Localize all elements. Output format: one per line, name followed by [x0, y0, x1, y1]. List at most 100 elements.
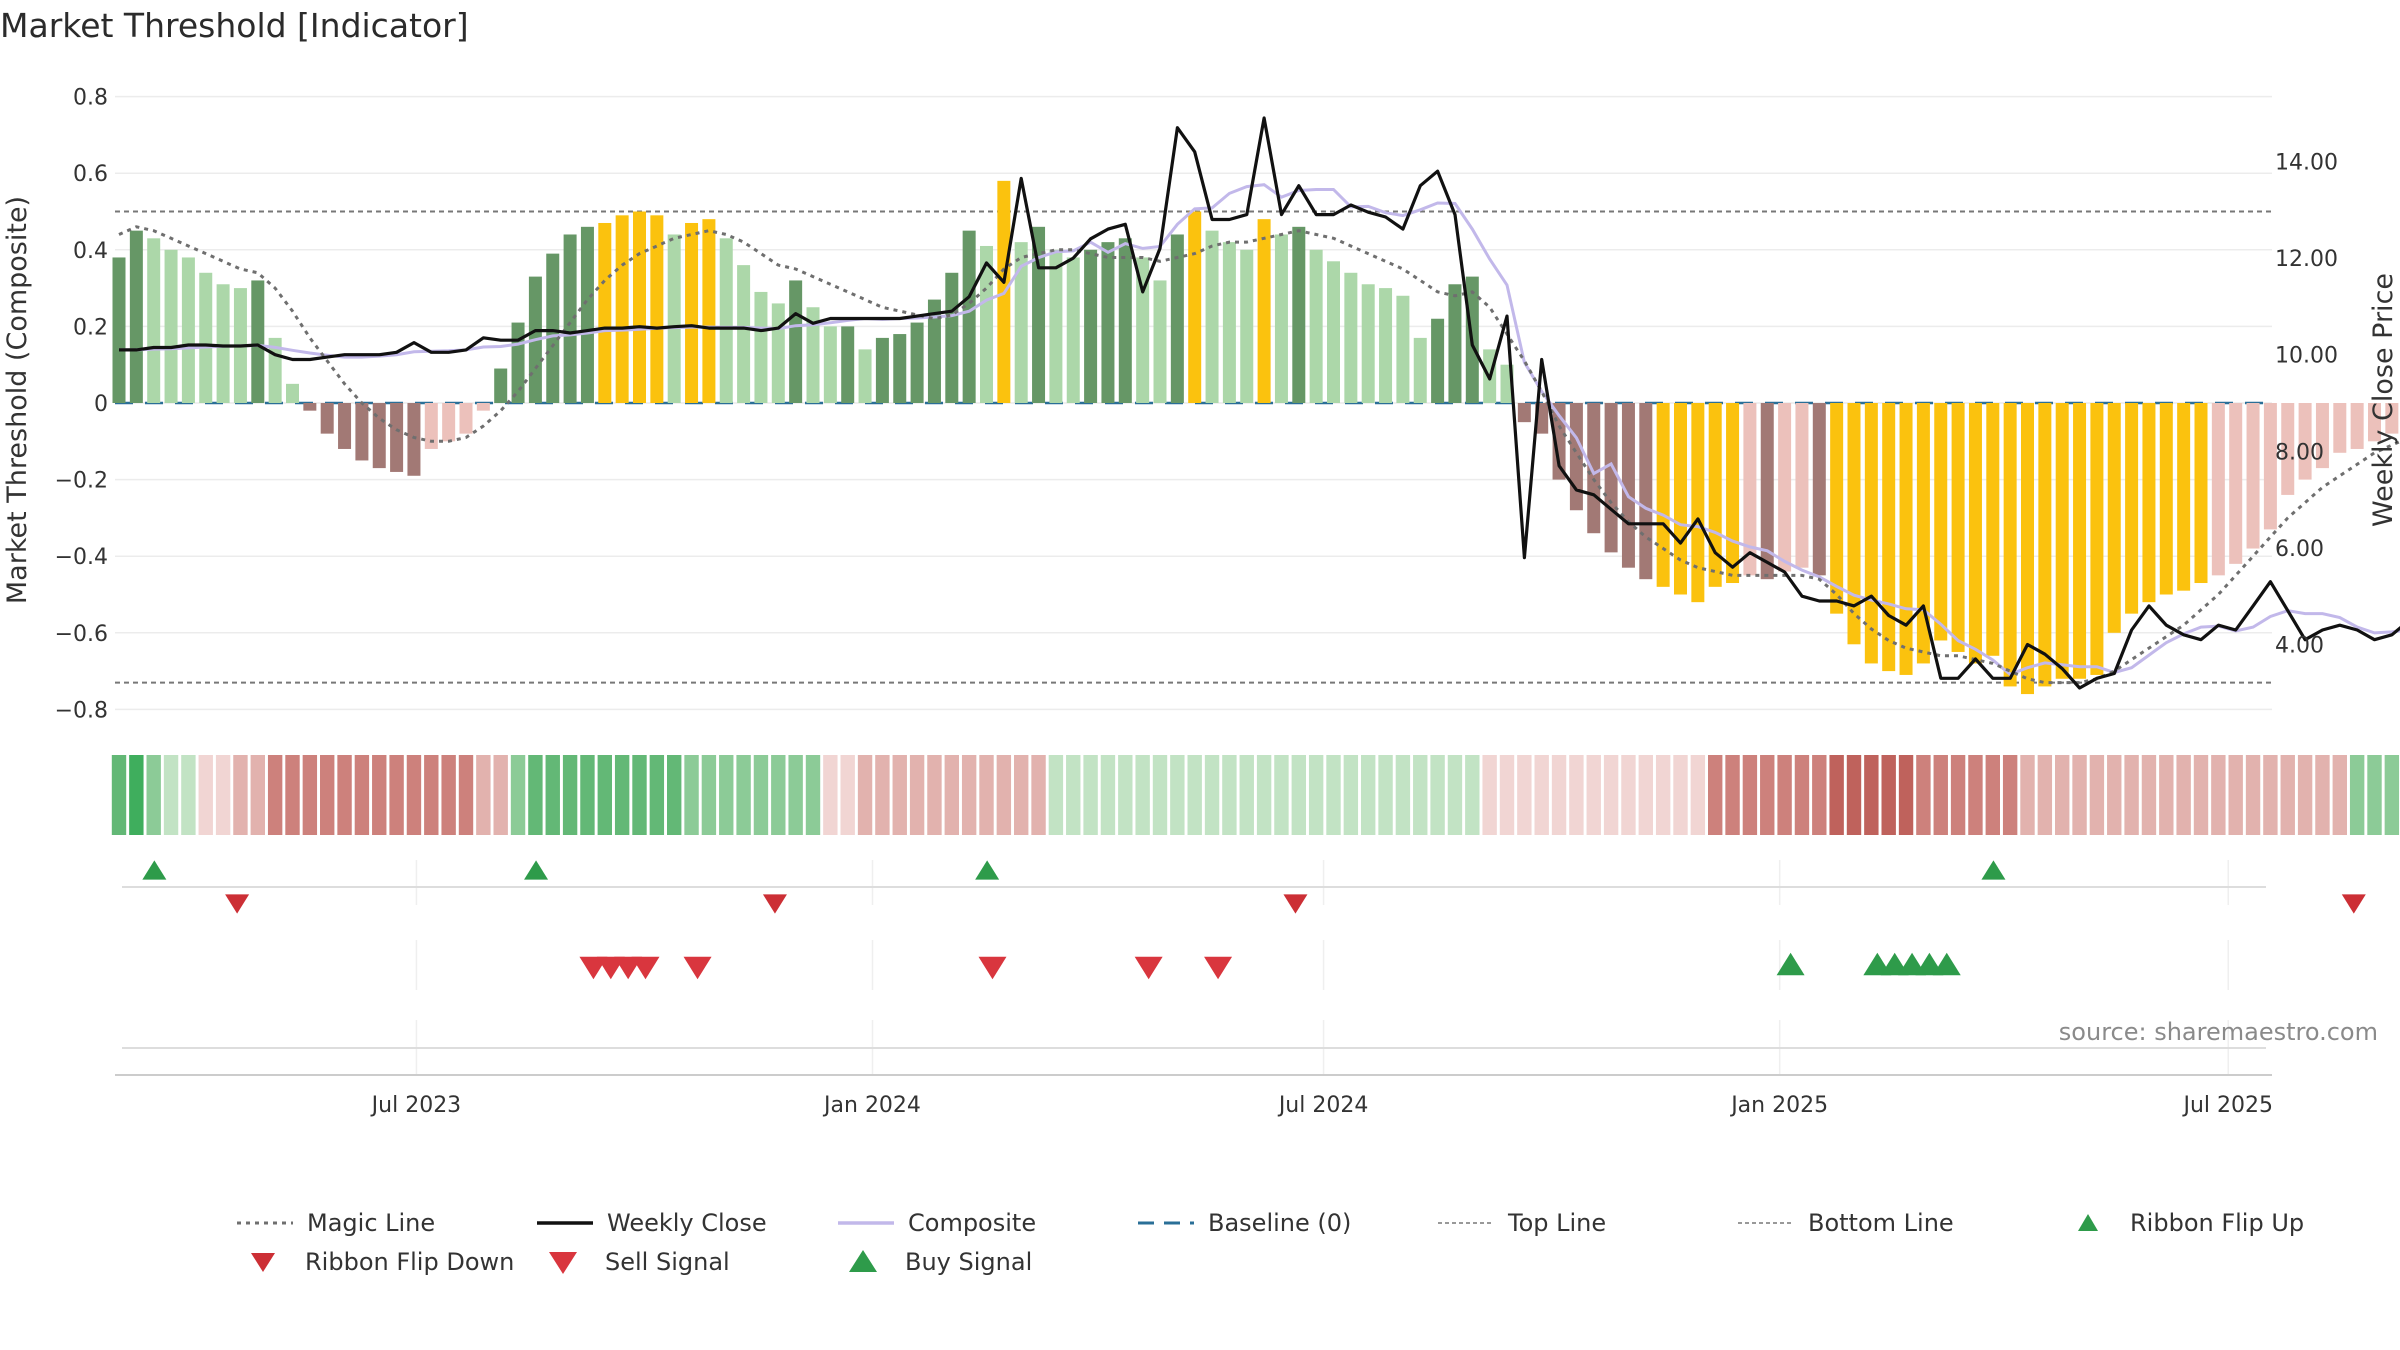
ribbon-cell [2037, 755, 2053, 835]
composite-bar [407, 403, 421, 476]
ribbon-cell [788, 755, 803, 835]
composite-bar [667, 234, 681, 403]
ribbon-cell [1534, 755, 1549, 835]
ribbon-cell [510, 755, 526, 835]
ribbon-cell [2332, 755, 2347, 835]
ribbon-cell [1742, 755, 1758, 835]
ribbon-cell [857, 755, 873, 835]
sell-signal-marker [978, 956, 1007, 980]
composite-bar [1778, 403, 1792, 572]
ribbon-cell [823, 755, 838, 835]
ribbon-cell [1187, 755, 1202, 835]
ribbon-cell [2280, 755, 2295, 835]
composite-bar [1084, 249, 1098, 403]
ribbon-cell [1569, 755, 1584, 835]
composite-bar [1344, 272, 1358, 403]
composite-bar [459, 403, 473, 434]
ribbon-cell [406, 755, 422, 835]
composite-bar [1795, 403, 1809, 568]
legend-label: Top Line [1507, 1209, 1606, 1237]
y2-tick-label: 10.00 [2275, 344, 2338, 369]
ribbon-cell [1933, 755, 1948, 835]
ribbon-cell [1777, 755, 1792, 835]
composite-bar [1986, 403, 2000, 656]
ribbon-cell [1222, 755, 1237, 835]
composite-bar [2333, 403, 2347, 453]
composite-bar [1656, 403, 1670, 587]
composite-bar [2281, 403, 2295, 495]
composite-bar [1674, 403, 1687, 595]
ribbon-cell [320, 755, 335, 835]
composite-bar [2246, 403, 2260, 549]
composite-bar [1691, 403, 1705, 603]
composite-bar [1205, 230, 1219, 403]
signal-markers [142, 860, 2366, 980]
composite-bar [2350, 403, 2364, 449]
ribbon-cell [2089, 755, 2105, 835]
composite-bar [181, 257, 195, 403]
composite-bar [1014, 242, 1028, 403]
composite-bar [1413, 337, 1427, 403]
ribbon-cell [181, 755, 196, 835]
ribbon-cell [1100, 755, 1116, 835]
ribbon-flip-down-marker [1283, 894, 1308, 914]
ribbon-cell [2349, 755, 2365, 835]
ribbon-cell [1812, 755, 1827, 835]
y-axis-left-ticks: 0.8 0.6 0.4 0.2 0 −0.2 −0.4 −0.6 −0.8 [55, 86, 108, 724]
ribbon-cell [354, 755, 370, 835]
composite-bar [355, 403, 369, 461]
composite-bar [650, 215, 664, 403]
ribbon-cell [840, 755, 855, 835]
composite-bar [841, 326, 855, 403]
composite-bar [1361, 284, 1375, 403]
ribbon-cell [753, 755, 769, 835]
ribbon-cell [1603, 755, 1619, 835]
ribbon-cell [1829, 755, 1844, 835]
ribbon-cell [163, 755, 179, 835]
ribbon-cell [1066, 755, 1081, 835]
ribbon-cell [996, 755, 1012, 835]
y-tick-label: −0.2 [55, 469, 108, 494]
composite-bar [1882, 403, 1896, 672]
composite-bar [1517, 403, 1531, 423]
x-tick-label: Jan 2025 [1729, 1093, 1828, 1118]
ribbon-cell [2384, 755, 2400, 835]
composite-bar [1379, 288, 1393, 403]
y-axis-label: Market Threshold (Composite) [2, 196, 33, 604]
ribbon-flip-up-marker [142, 860, 167, 880]
ribbon-cell [493, 755, 508, 835]
ribbon-cell [2176, 755, 2191, 835]
composite-bar [164, 249, 178, 403]
composite-bar [633, 211, 646, 403]
composite-bar [1552, 403, 1566, 480]
composite-bar [2159, 403, 2173, 595]
ribbon-cell [2124, 755, 2139, 835]
ribbon-cell [2020, 755, 2035, 835]
buy-signal-marker [1776, 952, 1805, 976]
ribbon-cell [2315, 755, 2330, 835]
composite-bar [1032, 226, 1046, 403]
weekly-close-line [119, 116, 2400, 690]
composite-bar [910, 322, 924, 403]
ribbon-cell [2002, 755, 2018, 835]
composite-bar [320, 403, 334, 434]
x-axis-ticks: Jul 2023 Jan 2024 Jul 2024 Jan 2025 Jul 2025 [370, 1093, 2273, 1118]
composite-bar [1639, 403, 1653, 580]
composite-bar [199, 272, 213, 403]
ribbon-cell [805, 755, 821, 835]
composite-bar [1847, 403, 1861, 645]
y2-axis-label: Weekly Close Price [2368, 273, 2399, 527]
ribbon-cell [961, 755, 977, 835]
ribbon-cell [1482, 755, 1497, 835]
series-lines [118, 116, 2400, 690]
ribbon-cell [1031, 755, 1046, 835]
ribbon-cell [1204, 755, 1220, 835]
composite-bar [1257, 219, 1271, 403]
composite-bar [580, 226, 594, 403]
ribbon-cell [2141, 755, 2157, 835]
ribbon-cell [2263, 755, 2278, 835]
legend-swatch [251, 1253, 275, 1272]
composite-bar [1274, 234, 1288, 403]
ribbon-cell [1326, 755, 1341, 835]
ribbon-cell [1465, 755, 1480, 835]
